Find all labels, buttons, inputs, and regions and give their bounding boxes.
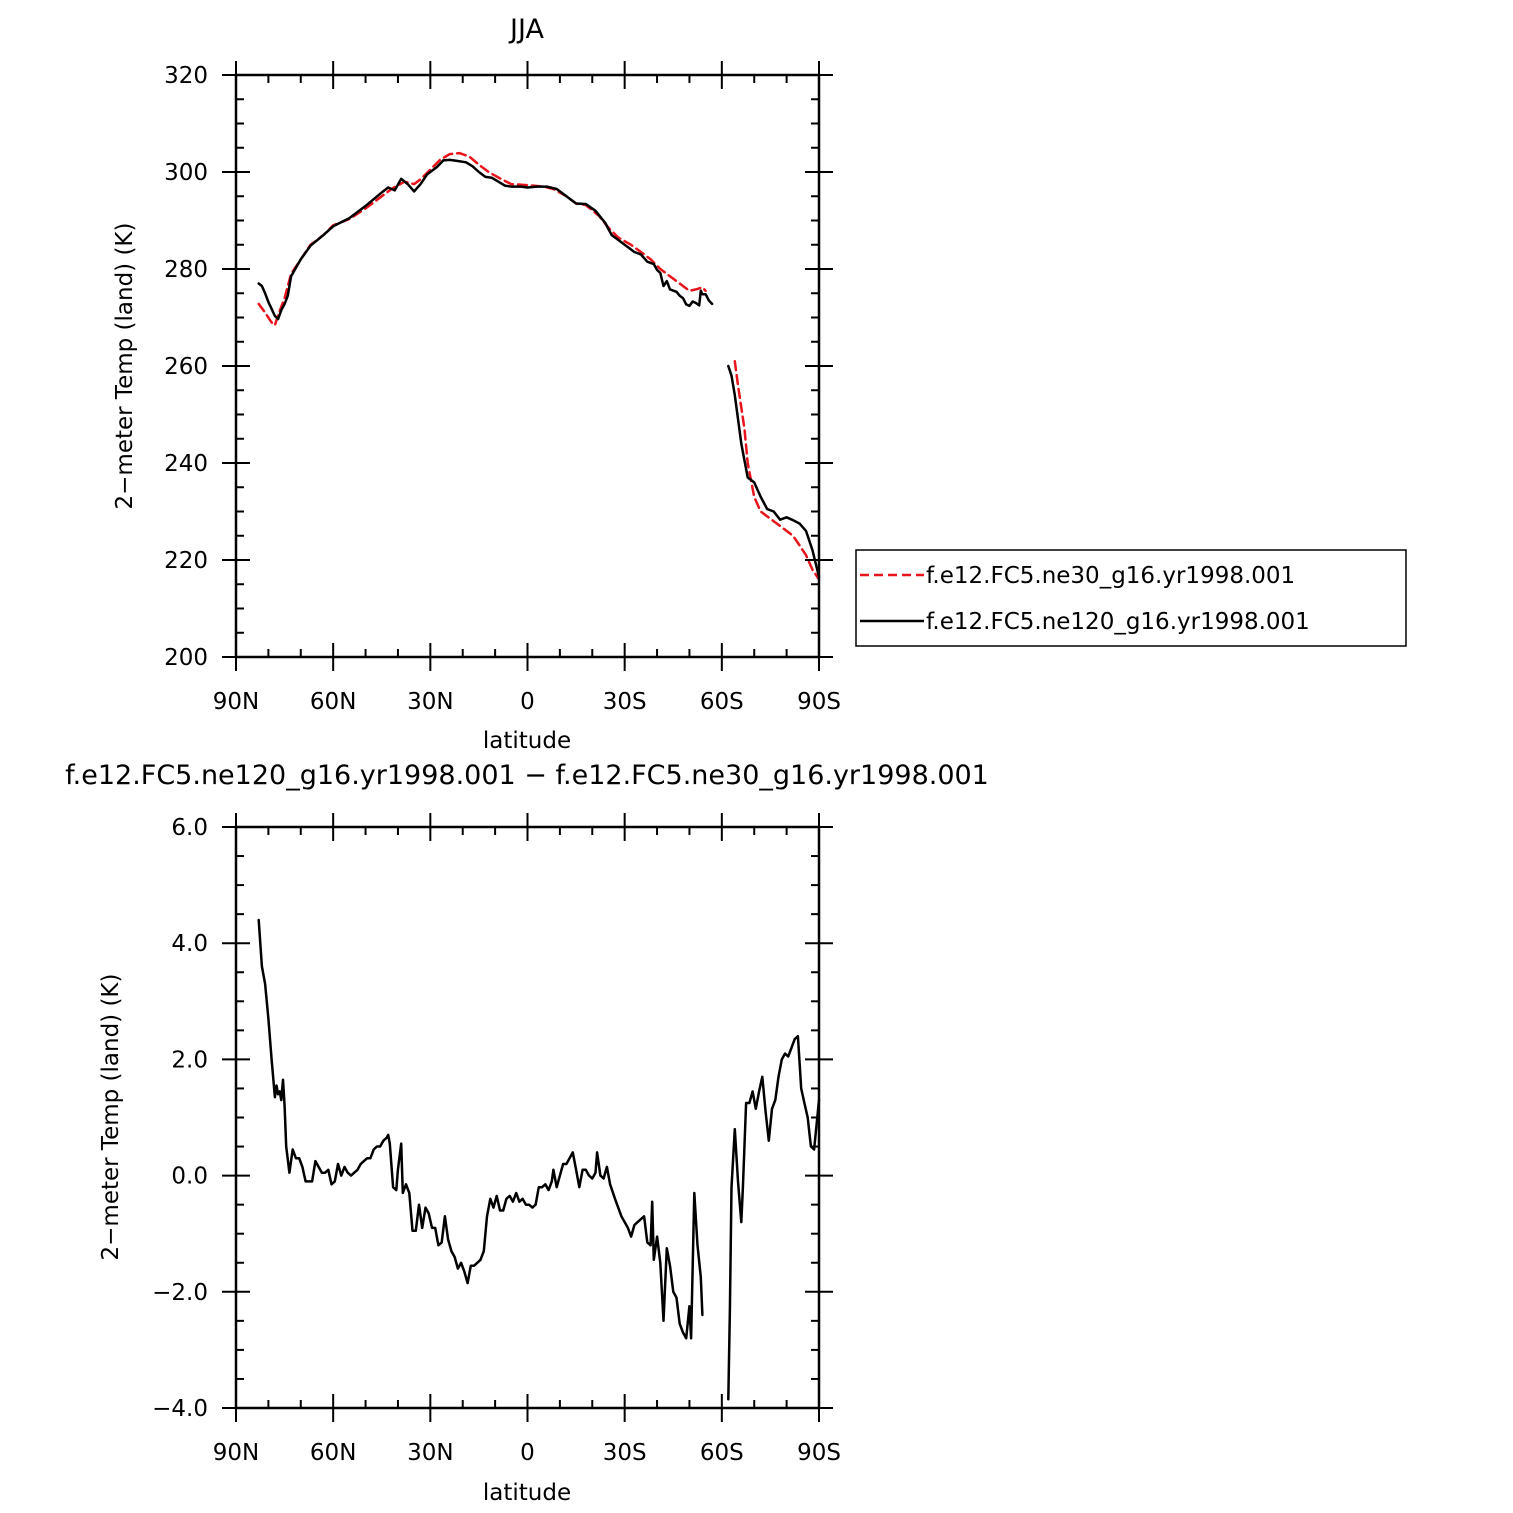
top-series-0-line-segment-0 xyxy=(257,151,707,327)
top-y-tick-label: 260 xyxy=(164,354,208,380)
bottom-x-tick-label: 60S xyxy=(700,1440,744,1466)
top-x-tick-label: 90S xyxy=(797,689,841,715)
bottom-x-tick-label: 90N xyxy=(213,1440,259,1466)
bottom-x-tick-label: 0 xyxy=(520,1440,535,1466)
top-x-tick-label: 30S xyxy=(603,689,647,715)
top-y-tick-label: 220 xyxy=(164,548,208,574)
bottom-y-tick-label: 2.0 xyxy=(171,1047,208,1073)
bottom-series-0-line-segment-0 xyxy=(257,918,704,1340)
bottom-x-tick-label: 90S xyxy=(797,1440,841,1466)
top-y-tick-label: 200 xyxy=(164,645,208,671)
bottom-x-axis-title: latitude xyxy=(483,1480,571,1506)
bottom-y-tick-label: 0.0 xyxy=(171,1164,208,1190)
top-panel: JJA 200 220 240 260 280 300 320 90N 60N 30N 0 30S 60… xyxy=(112,14,1407,754)
top-y-tick-label: 280 xyxy=(164,257,208,283)
bottom-y-tick-label: −2.0 xyxy=(152,1280,208,1306)
top-series-group xyxy=(257,151,821,581)
top-x-tick-label: 30N xyxy=(407,689,453,715)
top-series-1-line-segment-1 xyxy=(727,364,821,579)
top-series-1-line-segment-0 xyxy=(257,158,714,321)
top-y-tick-label: 240 xyxy=(164,451,208,477)
bottom-plot-frame xyxy=(234,825,821,1410)
legend: f.e12.FC5.ne30_g16.yr1998.001 f.e12.FC5.… xyxy=(855,549,1407,647)
top-x-tick-label: 0 xyxy=(520,689,535,715)
top-x-tick-label: 90N xyxy=(213,689,259,715)
top-x-tick-label: 60N xyxy=(310,689,356,715)
bottom-x-tick-label: 30N xyxy=(407,1440,453,1466)
top-plot-frame xyxy=(234,73,821,659)
top-x-axis-title: latitude xyxy=(483,728,571,754)
top-series-0-line-segment-1 xyxy=(733,359,821,581)
bottom-y-axis-title: 2−meter Temp (land) (K) xyxy=(98,974,124,1261)
legend-box xyxy=(855,549,1407,647)
bottom-y-tick-label: 6.0 xyxy=(171,815,208,841)
top-tick-group: 200 220 240 260 280 300 320 90N 60N 30N 0 30S 60S 90S xyxy=(164,61,841,715)
bottom-series-group xyxy=(257,918,821,1401)
bottom-y-tick-label: 4.0 xyxy=(171,931,208,957)
top-plot-title: JJA xyxy=(508,14,544,45)
legend-entry-ne120: f.e12.FC5.ne120_g16.yr1998.001 xyxy=(926,609,1310,635)
bottom-panel: f.e12.FC5.ne120_g16.yr1998.001 − f.e12.F… xyxy=(65,760,989,1506)
bottom-plot-title: f.e12.FC5.ne120_g16.yr1998.001 − f.e12.F… xyxy=(65,760,989,791)
legend-entry-ne30: f.e12.FC5.ne30_g16.yr1998.001 xyxy=(926,563,1295,589)
top-y-tick-label: 320 xyxy=(164,63,208,89)
bottom-series-0-line-segment-1 xyxy=(727,1034,821,1401)
bottom-y-tick-label: −4.0 xyxy=(152,1396,208,1422)
bottom-x-tick-label: 30S xyxy=(603,1440,647,1466)
top-x-tick-label: 60S xyxy=(700,689,744,715)
top-y-axis-title: 2−meter Temp (land) (K) xyxy=(112,223,138,510)
bottom-x-tick-label: 60N xyxy=(310,1440,356,1466)
top-y-tick-label: 300 xyxy=(164,160,208,186)
bottom-tick-group: −4.0 −2.0 0.0 2.0 4.0 6.0 90N 60N 30N 0 30S 60S 90S xyxy=(152,813,841,1466)
